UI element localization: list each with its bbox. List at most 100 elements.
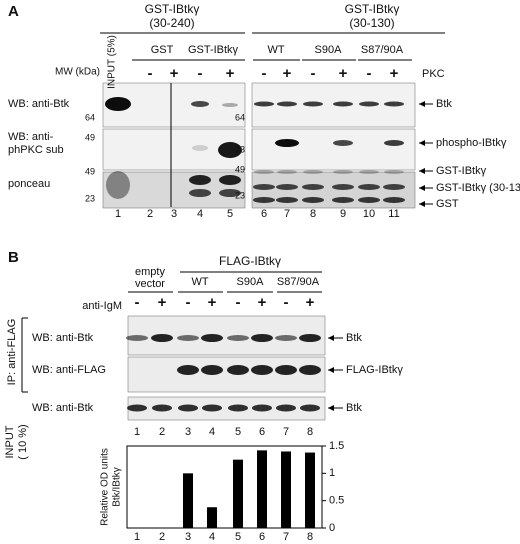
- treatment-sign: -: [198, 65, 203, 82]
- band: [228, 404, 248, 412]
- band: [251, 334, 273, 342]
- bar: [305, 452, 315, 528]
- row-label: WB: anti-Btk: [8, 98, 70, 110]
- row-label: ponceau: [8, 178, 50, 190]
- band: [303, 101, 323, 107]
- band: [254, 101, 274, 107]
- lane-number: 5: [227, 208, 233, 220]
- side-label: INPUT: [4, 425, 16, 458]
- side-label: ( 10 %): [17, 424, 29, 459]
- row-label: WB: anti-: [8, 131, 54, 143]
- arrow-head: [419, 201, 425, 207]
- arrow-head: [419, 101, 425, 107]
- x-tick-label: 5: [235, 531, 241, 543]
- band: [127, 404, 147, 412]
- lane-number: 7: [284, 208, 290, 220]
- band: [178, 404, 198, 412]
- band-label: FLAG-IBtkγ: [346, 364, 403, 376]
- treatment-sign: +: [306, 294, 315, 311]
- band: [192, 145, 208, 151]
- band: [359, 170, 379, 174]
- band: [384, 101, 404, 107]
- band: [253, 197, 275, 203]
- band-label: Btk: [436, 98, 452, 110]
- treatment-sign: -: [311, 65, 316, 82]
- treatment-sign: +: [390, 65, 399, 82]
- band: [276, 404, 296, 412]
- band: [189, 189, 211, 197]
- mw-marker: 23: [235, 190, 245, 200]
- band: [333, 101, 353, 107]
- band: [333, 140, 353, 146]
- lane-number: 6: [259, 426, 265, 438]
- band: [227, 335, 249, 341]
- band: [332, 197, 354, 203]
- lane-header: S87/90A: [361, 44, 404, 56]
- band: [106, 171, 130, 199]
- band: [254, 170, 274, 174]
- lane-number: 3: [185, 426, 191, 438]
- lane-header: GST: [151, 44, 174, 56]
- lane-number: 7: [283, 426, 289, 438]
- lane-header: WT: [267, 44, 284, 56]
- group-range: (30-240): [149, 16, 194, 30]
- group-label: WT: [191, 276, 208, 288]
- band: [253, 184, 275, 190]
- band: [277, 170, 297, 174]
- treatment-sign: +: [258, 294, 267, 311]
- arrow-head: [328, 367, 334, 373]
- lane-header: GST-IBtkγ: [188, 44, 239, 56]
- band: [151, 334, 173, 342]
- arrow-head: [419, 140, 425, 146]
- lane-number: 2: [159, 426, 165, 438]
- treatment-sign: +: [226, 65, 235, 82]
- treatment-sign: -: [262, 65, 267, 82]
- treatment-sign: -: [236, 294, 241, 311]
- lane-number: 9: [340, 208, 346, 220]
- band: [201, 365, 223, 375]
- band: [333, 170, 353, 174]
- band: [219, 175, 241, 185]
- band: [218, 142, 242, 158]
- x-tick-label: 8: [307, 531, 313, 543]
- panel-label: A: [8, 3, 19, 20]
- band-label: phospho-IBtkγ: [436, 137, 507, 149]
- band: [277, 101, 297, 107]
- row-label: WB: anti-Btk: [32, 332, 94, 344]
- bar: [233, 459, 243, 528]
- band: [299, 365, 321, 375]
- arrow-head: [419, 168, 425, 174]
- mw-marker: 49: [85, 132, 95, 142]
- mw-marker: 49: [235, 164, 245, 174]
- band: [177, 365, 199, 375]
- y-tick-label: 0: [329, 522, 335, 534]
- band: [276, 184, 298, 190]
- lane-number: 8: [307, 426, 313, 438]
- band: [275, 139, 299, 147]
- band: [152, 404, 172, 412]
- band-label: Btk: [346, 332, 362, 344]
- treatment-sign: -: [148, 65, 153, 82]
- lane-number: 10: [363, 208, 375, 220]
- control-label: empty: [135, 266, 165, 278]
- treatment-sign: +: [158, 294, 167, 311]
- lane-header: INPUT (5%): [107, 35, 118, 89]
- treatment-sign: -: [367, 65, 372, 82]
- band: [177, 335, 199, 341]
- lane-number: 4: [197, 208, 203, 220]
- control-label: vector: [135, 278, 165, 290]
- bar: [183, 473, 193, 528]
- group-range: (30-130): [349, 16, 394, 30]
- group-title: GST-IBtkγ: [345, 2, 400, 16]
- x-tick-label: 3: [185, 531, 191, 543]
- band: [219, 189, 241, 197]
- band: [384, 170, 404, 174]
- band: [302, 197, 324, 203]
- band: [191, 101, 209, 107]
- treatment-sign: +: [208, 294, 217, 311]
- lane-number: 8: [310, 208, 316, 220]
- band-label: GST-IBtkγ: [436, 165, 487, 177]
- band: [359, 101, 379, 107]
- band: [189, 175, 211, 185]
- mw-marker: 49: [85, 166, 95, 176]
